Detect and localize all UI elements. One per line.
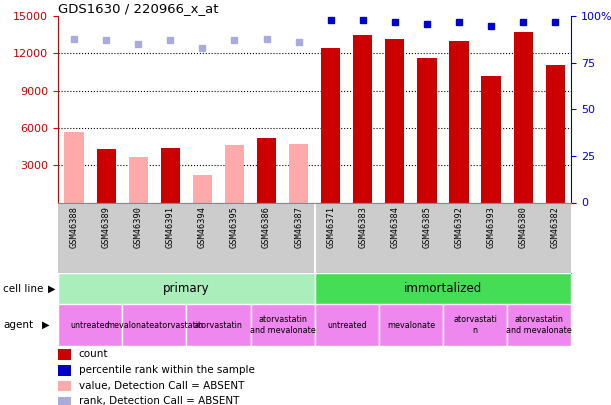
Text: untreated: untreated bbox=[70, 320, 110, 330]
Bar bbox=[186, 304, 251, 346]
Bar bbox=[58, 397, 71, 405]
Text: GSM46389: GSM46389 bbox=[101, 206, 111, 248]
Text: rank, Detection Call = ABSENT: rank, Detection Call = ABSENT bbox=[79, 396, 239, 405]
Bar bbox=[65, 132, 84, 202]
Bar bbox=[315, 304, 379, 346]
Bar bbox=[546, 65, 565, 202]
Bar bbox=[417, 58, 436, 202]
Bar bbox=[353, 35, 373, 202]
Text: cell line: cell line bbox=[3, 284, 43, 294]
Bar bbox=[58, 273, 315, 304]
Text: GSM46380: GSM46380 bbox=[519, 206, 528, 248]
Bar bbox=[379, 304, 443, 346]
Bar bbox=[225, 145, 244, 202]
Bar bbox=[251, 304, 315, 346]
Text: GSM46382: GSM46382 bbox=[551, 206, 560, 248]
Bar bbox=[450, 41, 469, 202]
Bar bbox=[161, 148, 180, 202]
Text: GSM46391: GSM46391 bbox=[166, 206, 175, 248]
Text: GSM46388: GSM46388 bbox=[70, 206, 79, 248]
Text: mevalonateatorvastatin: mevalonateatorvastatin bbox=[106, 320, 203, 330]
Text: atorvastatin: atorvastatin bbox=[194, 320, 243, 330]
Text: GSM46392: GSM46392 bbox=[455, 206, 464, 248]
Bar bbox=[443, 304, 507, 346]
Text: GSM46371: GSM46371 bbox=[326, 206, 335, 248]
Bar bbox=[321, 49, 340, 202]
Bar bbox=[129, 157, 148, 202]
Text: atorvastatin
and mevalonate: atorvastatin and mevalonate bbox=[250, 315, 315, 335]
Bar bbox=[289, 144, 309, 202]
Bar bbox=[97, 149, 116, 202]
Text: GSM46383: GSM46383 bbox=[358, 206, 367, 248]
Text: ▶: ▶ bbox=[48, 284, 55, 294]
Text: GSM46384: GSM46384 bbox=[390, 206, 400, 248]
Bar bbox=[58, 381, 71, 392]
Bar bbox=[507, 304, 571, 346]
Text: GDS1630 / 220966_x_at: GDS1630 / 220966_x_at bbox=[58, 2, 219, 15]
Text: primary: primary bbox=[163, 282, 210, 295]
Text: GSM46387: GSM46387 bbox=[294, 206, 303, 248]
Bar bbox=[257, 138, 276, 202]
Text: atorvastati
n: atorvastati n bbox=[453, 315, 497, 335]
Bar bbox=[193, 175, 212, 202]
Text: GSM46394: GSM46394 bbox=[198, 206, 207, 248]
Text: atorvastatin
and mevalonate: atorvastatin and mevalonate bbox=[507, 315, 572, 335]
Text: GSM46395: GSM46395 bbox=[230, 206, 239, 248]
Text: GSM46385: GSM46385 bbox=[422, 206, 431, 248]
Bar bbox=[514, 32, 533, 202]
Text: untreated: untreated bbox=[327, 320, 367, 330]
Bar bbox=[481, 76, 501, 202]
Text: GSM46386: GSM46386 bbox=[262, 206, 271, 248]
Bar bbox=[58, 349, 71, 360]
Text: count: count bbox=[79, 349, 108, 359]
Text: immortalized: immortalized bbox=[404, 282, 482, 295]
Text: GSM46393: GSM46393 bbox=[486, 206, 496, 248]
Text: value, Detection Call = ABSENT: value, Detection Call = ABSENT bbox=[79, 381, 244, 390]
Bar bbox=[58, 304, 122, 346]
Text: percentile rank within the sample: percentile rank within the sample bbox=[79, 365, 254, 375]
Text: ▶: ▶ bbox=[42, 320, 49, 330]
Text: GSM46390: GSM46390 bbox=[134, 206, 143, 248]
Text: agent: agent bbox=[3, 320, 33, 330]
Bar bbox=[315, 273, 571, 304]
Bar bbox=[122, 304, 186, 346]
Bar bbox=[386, 38, 404, 202]
Bar bbox=[58, 365, 71, 376]
Text: mevalonate: mevalonate bbox=[387, 320, 435, 330]
